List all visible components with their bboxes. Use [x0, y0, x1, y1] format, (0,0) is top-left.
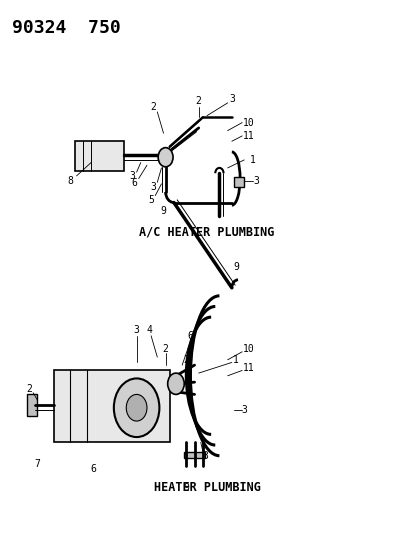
Text: 3: 3 — [202, 451, 207, 461]
Text: 3: 3 — [253, 176, 259, 186]
Text: 1: 1 — [233, 355, 238, 365]
Text: HEATER PLUMBING: HEATER PLUMBING — [153, 481, 260, 494]
Text: 11: 11 — [242, 131, 254, 141]
Circle shape — [158, 148, 173, 167]
Text: 1: 1 — [249, 155, 255, 165]
Text: 9: 9 — [233, 262, 238, 271]
Text: 2: 2 — [26, 384, 32, 394]
Text: 9: 9 — [160, 206, 166, 215]
Text: 6: 6 — [131, 178, 137, 188]
Text: 2: 2 — [195, 96, 201, 106]
Text: 2: 2 — [162, 344, 168, 354]
Text: 3: 3 — [150, 182, 156, 191]
Bar — [184, 452, 204, 458]
Text: 3: 3 — [241, 406, 247, 415]
Text: 11: 11 — [242, 363, 254, 373]
Text: 7: 7 — [34, 459, 40, 469]
Circle shape — [114, 378, 159, 437]
Text: 3: 3 — [133, 326, 139, 335]
Text: 9: 9 — [183, 483, 189, 492]
Circle shape — [126, 394, 147, 421]
Circle shape — [167, 373, 184, 394]
Text: 2: 2 — [183, 355, 189, 365]
Text: 90324  750: 90324 750 — [12, 19, 121, 37]
Text: 6: 6 — [90, 464, 96, 474]
Bar — [74, 141, 124, 171]
Text: 8: 8 — [67, 176, 73, 186]
Bar — [54, 370, 169, 442]
Text: 4: 4 — [146, 326, 152, 335]
Text: 3: 3 — [228, 94, 234, 103]
Text: 10: 10 — [242, 344, 254, 354]
Text: 5: 5 — [148, 195, 154, 205]
Text: 3: 3 — [129, 171, 135, 181]
Text: A/C HEATER PLUMBING: A/C HEATER PLUMBING — [139, 225, 274, 238]
Text: 6: 6 — [187, 331, 193, 341]
Bar — [27, 394, 37, 416]
Bar — [233, 177, 244, 187]
Text: 2: 2 — [150, 102, 156, 111]
Text: 10: 10 — [242, 118, 254, 127]
